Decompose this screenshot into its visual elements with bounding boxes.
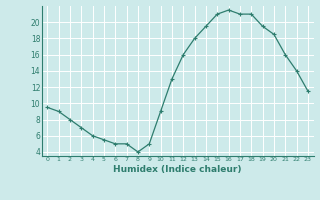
X-axis label: Humidex (Indice chaleur): Humidex (Indice chaleur) [113,165,242,174]
